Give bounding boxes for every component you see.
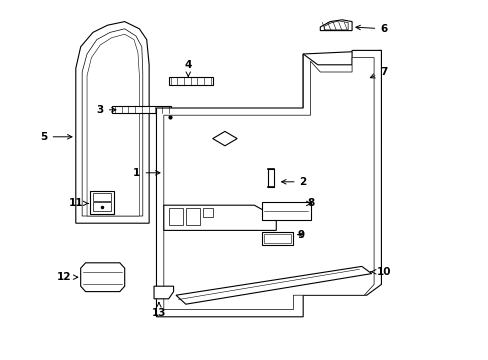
Bar: [168, 208, 183, 225]
Text: 11: 11: [68, 198, 88, 208]
Text: 2: 2: [281, 177, 306, 187]
Polygon shape: [163, 205, 276, 230]
Polygon shape: [163, 58, 373, 310]
Polygon shape: [312, 68, 359, 133]
Text: 4: 4: [184, 60, 192, 76]
Text: 5: 5: [41, 132, 72, 142]
Bar: [93, 193, 111, 201]
Bar: [261, 202, 310, 220]
Polygon shape: [76, 22, 149, 223]
Text: 3: 3: [97, 105, 116, 115]
Polygon shape: [154, 286, 173, 299]
Bar: [261, 232, 293, 245]
Text: 13: 13: [151, 302, 166, 318]
Polygon shape: [324, 21, 347, 30]
Bar: [264, 234, 290, 243]
Polygon shape: [212, 131, 237, 146]
Text: 8: 8: [306, 198, 313, 208]
Polygon shape: [82, 29, 142, 216]
Polygon shape: [81, 263, 124, 292]
Polygon shape: [320, 20, 351, 31]
Bar: [203, 208, 212, 217]
Text: 1: 1: [133, 168, 160, 178]
Bar: [90, 191, 114, 214]
Text: 10: 10: [370, 267, 390, 277]
Text: 6: 6: [355, 24, 386, 34]
Text: 9: 9: [297, 230, 304, 240]
Polygon shape: [303, 50, 381, 151]
Bar: [112, 106, 171, 113]
Text: 7: 7: [369, 67, 387, 78]
Polygon shape: [156, 50, 381, 317]
Bar: [168, 77, 212, 85]
Bar: [93, 202, 111, 211]
Polygon shape: [87, 34, 139, 216]
Polygon shape: [176, 266, 371, 304]
Bar: [185, 208, 200, 225]
Bar: [268, 169, 274, 187]
Text: 12: 12: [56, 272, 78, 282]
